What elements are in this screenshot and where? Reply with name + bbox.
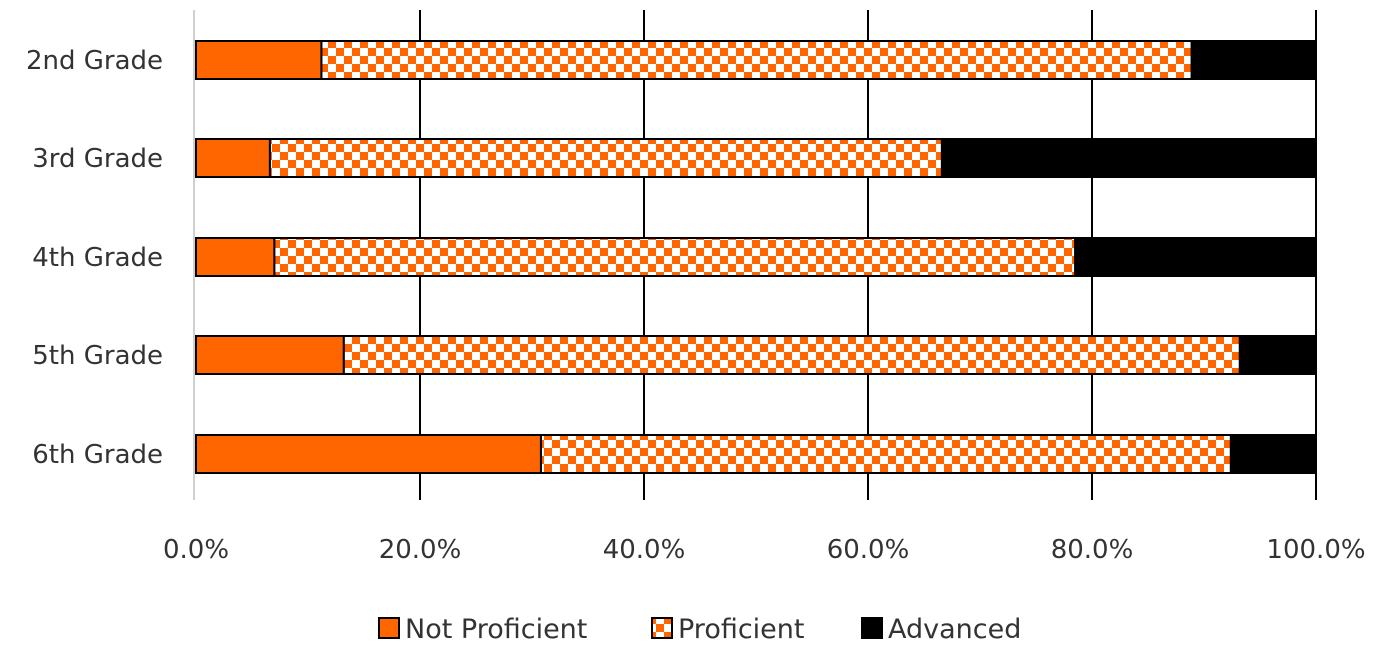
legend: Not Proficient Proficient Advanced: [378, 614, 1021, 645]
bar-segment-advanced: [940, 138, 1317, 178]
category-label: 6th Grade: [32, 440, 163, 470]
category-label: 3rd Grade: [32, 144, 163, 174]
x-tick-label: 20.0%: [379, 535, 462, 565]
bar-segment-not-proficient: [195, 335, 345, 375]
bar-segment-proficient: [539, 434, 1232, 474]
bar-segment-not-proficient: [195, 138, 271, 178]
bar-segment-not-proficient: [195, 237, 276, 277]
bar-segment-advanced: [1229, 434, 1318, 474]
legend-label: Advanced: [888, 614, 1021, 645]
legend-label: Not Proficient: [405, 614, 587, 645]
x-tick-label: 40.0%: [603, 535, 686, 565]
x-axis-ticks: 0.0% 20.0% 40.0% 60.0% 80.0% 100.0%: [163, 535, 1366, 565]
category-label: 4th Grade: [32, 243, 163, 273]
legend-swatch: [378, 617, 400, 639]
bar-segment-advanced: [1238, 335, 1317, 375]
legend-label: Proficient: [678, 614, 805, 645]
x-tick-label: 0.0%: [163, 535, 229, 565]
bar-segment-not-proficient: [195, 434, 542, 474]
category-axis: 2nd Grade 3rd Grade 4th Grade 5th Grade 6th …: [26, 10, 195, 500]
legend-swatch: [861, 617, 883, 639]
bar-segment-proficient: [342, 335, 1241, 375]
bar-segment-proficient: [268, 138, 943, 178]
category-label: 2nd Grade: [26, 46, 163, 76]
bar-segment-not-proficient: [195, 40, 323, 80]
x-tick-label: 80.0%: [1051, 535, 1134, 565]
legend-swatch: [651, 617, 673, 639]
x-tick-label: 60.0%: [827, 535, 910, 565]
bar-segment-advanced: [1190, 40, 1318, 80]
bar-segment-proficient: [273, 237, 1077, 277]
bar-segment-advanced: [1074, 237, 1317, 277]
bar-segment-proficient: [320, 40, 1193, 80]
x-tick-label: 100.0%: [1266, 535, 1365, 565]
category-label: 5th Grade: [32, 341, 163, 371]
bars: [195, 40, 1318, 474]
